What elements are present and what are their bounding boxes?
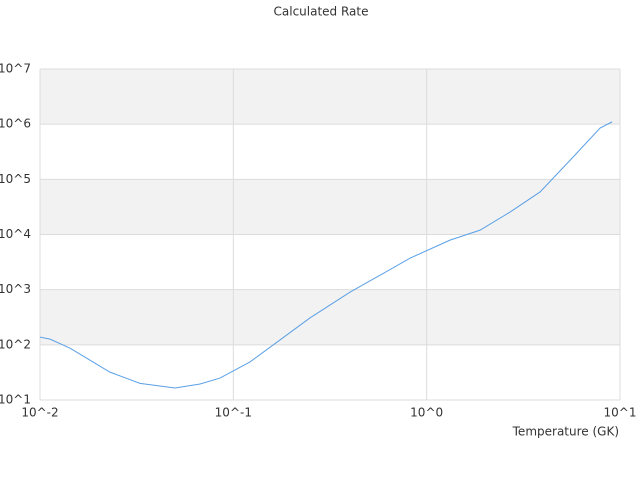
band: [40, 289, 620, 345]
y-tick-label: 10^4: [0, 227, 31, 241]
chart-title: Calculated Rate: [274, 5, 369, 19]
y-tick-label: 10^2: [0, 337, 31, 351]
y-tick-label: 10^1: [0, 393, 31, 407]
line: [39, 121, 613, 389]
x-tick-label: 10^1: [604, 406, 637, 420]
x-tick-label: 10^0: [410, 406, 443, 420]
y-tick-label: 10^3: [0, 282, 31, 296]
x-tick-label: 10^-2: [21, 406, 58, 420]
y-tick-label: 10^7: [0, 62, 31, 76]
x-axis-label: Temperature (GK): [512, 425, 619, 439]
band: [40, 69, 620, 125]
band: [40, 179, 620, 235]
y-tick-label: 10^6: [0, 117, 31, 131]
x-tick-label: 10^-1: [215, 406, 252, 420]
y-tick-label: 10^5: [0, 172, 31, 186]
